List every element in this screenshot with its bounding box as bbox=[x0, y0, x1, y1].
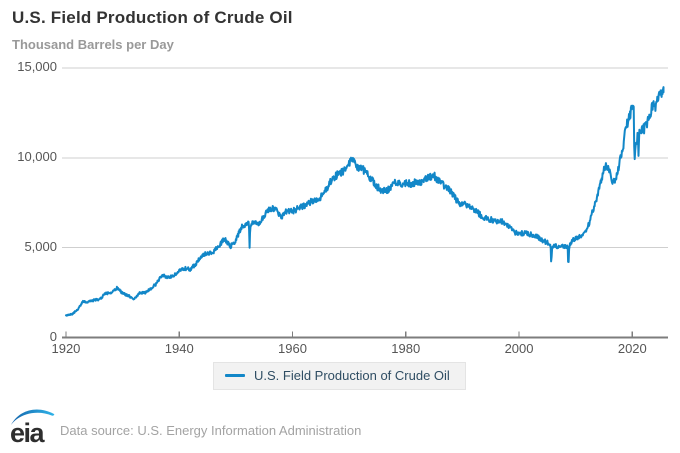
data-source-text: Data source: U.S. Energy Information Adm… bbox=[60, 423, 362, 438]
y-tick-label: 10,000 bbox=[17, 148, 57, 164]
eia-logo-text: eia bbox=[10, 418, 46, 448]
legend-item-crude-oil[interactable]: U.S. Field Production of Crude Oil bbox=[213, 362, 466, 390]
eia-logo: eia bbox=[10, 409, 55, 448]
x-tick-label: 2000 bbox=[504, 341, 534, 356]
eia-logo-swoosh bbox=[11, 409, 55, 425]
chart-title: U.S. Field Production of Crude Oil bbox=[12, 8, 293, 27]
y-tick-label: 15,000 bbox=[17, 59, 57, 74]
y-tick-label: 5,000 bbox=[24, 238, 57, 254]
x-tick-label: 1980 bbox=[391, 341, 421, 356]
legend-line-swatch bbox=[225, 374, 245, 377]
chart-y-axis-unit-label: Thousand Barrels per Day bbox=[12, 37, 174, 52]
x-tick-label: 2020 bbox=[617, 341, 647, 356]
x-tick-label: 1940 bbox=[164, 341, 194, 356]
legend-label: U.S. Field Production of Crude Oil bbox=[254, 368, 450, 383]
data-line-crude-oil-production bbox=[65, 86, 665, 317]
y-tick-label: 0 bbox=[49, 328, 57, 344]
x-tick-label: 1920 bbox=[51, 341, 81, 356]
x-tick-label: 1960 bbox=[278, 341, 307, 356]
